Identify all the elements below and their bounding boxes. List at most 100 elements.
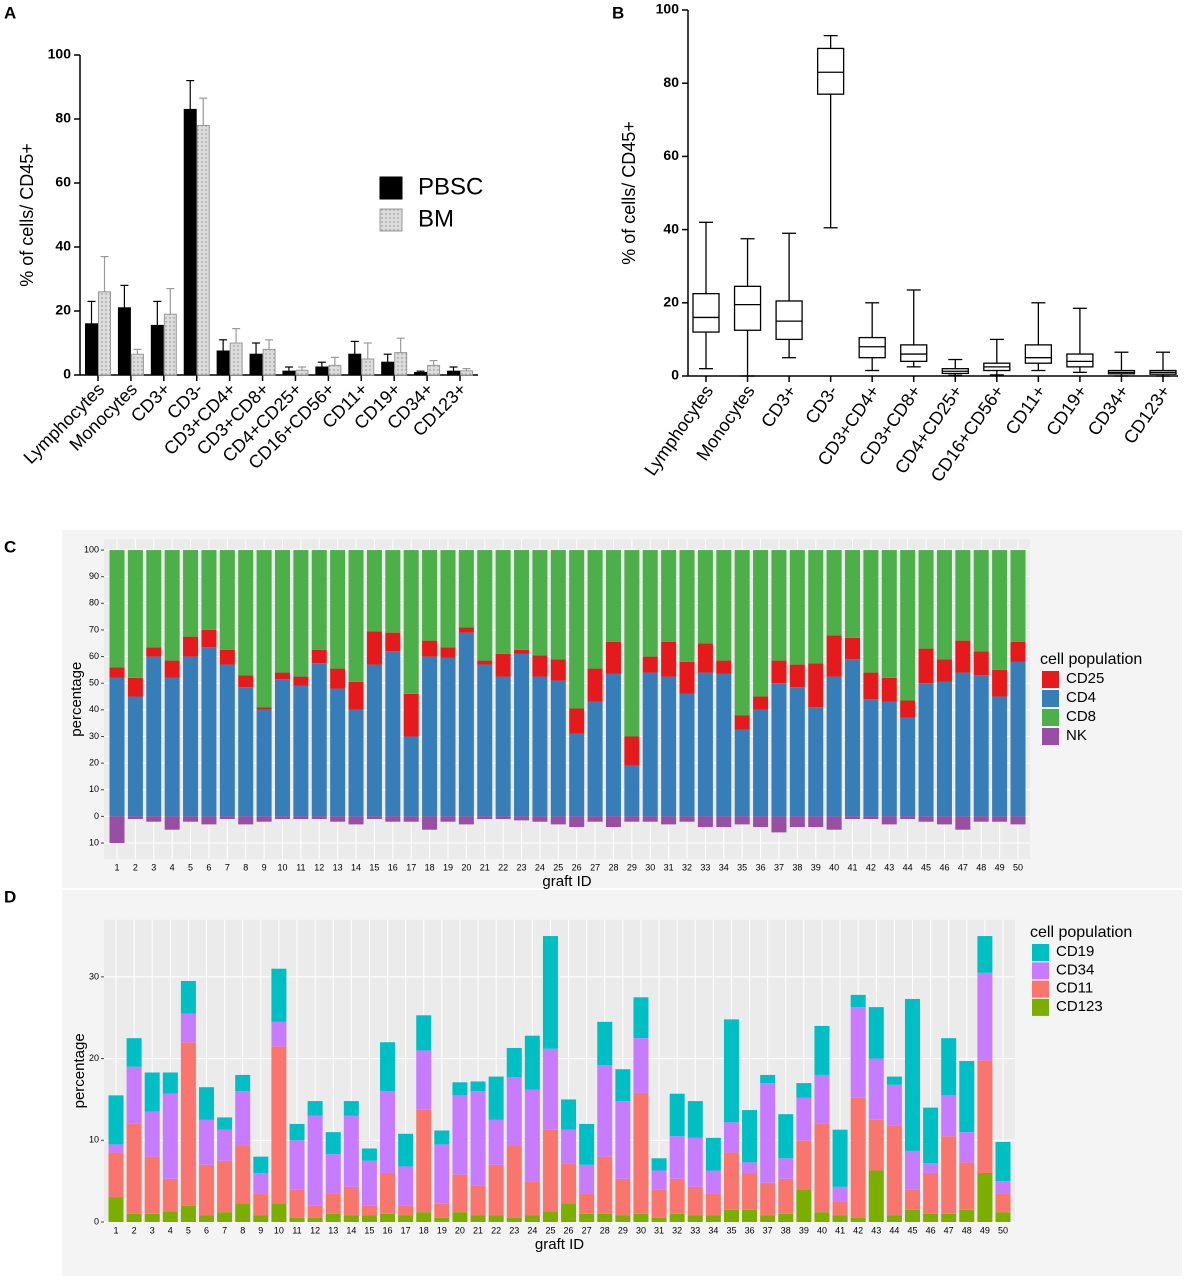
x-tick-label: 40 [829, 862, 839, 872]
bar-segment [881, 677, 897, 702]
y-tick-label: 60 [663, 147, 679, 163]
bar [282, 370, 296, 376]
bar-segment [796, 1140, 812, 1190]
bar-segment [385, 816, 401, 822]
bar-segment [959, 1132, 975, 1163]
x-tick-label: 40 [817, 1225, 827, 1235]
bar-segment [923, 1213, 939, 1222]
x-tick-label: 38 [792, 862, 802, 872]
bar-segment [109, 550, 125, 668]
y-tick-label: 20 [55, 302, 71, 318]
bar-segment [615, 1069, 631, 1102]
bar-segment [633, 1092, 649, 1214]
bar-segment [452, 1174, 468, 1213]
bar-segment [470, 1091, 486, 1186]
bar-segment [760, 1074, 776, 1084]
bar-segment [863, 816, 879, 820]
bar-segment [524, 1035, 540, 1090]
bar-segment [434, 1130, 450, 1145]
bar-segment [936, 659, 952, 682]
bar-segment [199, 1215, 215, 1222]
bar-segment [495, 816, 511, 820]
bar-segment [109, 667, 125, 678]
box [816, 47, 845, 95]
bar-segment [900, 550, 916, 701]
bar-segment [144, 1213, 160, 1222]
x-tick-label: 35 [737, 862, 747, 872]
bar-segment [524, 1215, 540, 1222]
bar-segment [760, 1083, 776, 1183]
bar-segment [992, 669, 1008, 697]
bar [414, 371, 428, 376]
bar-segment [734, 550, 750, 716]
bar-segment [108, 1197, 124, 1222]
bar [216, 350, 230, 376]
bar [394, 352, 408, 376]
bar-segment [366, 816, 382, 820]
bar-segment [348, 550, 364, 682]
bar-segment [973, 816, 989, 822]
bar-segment [164, 816, 180, 830]
bar-segment [941, 1136, 957, 1214]
bar-segment [398, 1215, 414, 1222]
x-tick-label: 22 [491, 1225, 501, 1235]
bar-segment [669, 1178, 685, 1214]
x-tick-label: 8 [243, 862, 248, 872]
bar-segment [597, 1213, 613, 1222]
bar-segment [561, 1099, 577, 1130]
bar-segment [936, 550, 952, 660]
bar-segment [126, 1213, 142, 1222]
bar-segment [238, 816, 254, 825]
bar-segment [403, 550, 419, 694]
bar-segment [289, 1217, 305, 1222]
bar-segment [814, 1123, 830, 1213]
bar-segment [488, 1076, 504, 1120]
bar-segment [162, 1178, 178, 1212]
bar-segment [995, 1141, 1011, 1182]
bar-segment [826, 816, 842, 830]
bar-segment [651, 1189, 667, 1218]
bar-segment [366, 550, 382, 632]
x-tick-label: 16 [383, 1225, 393, 1235]
bar-segment [470, 1081, 486, 1092]
bar-segment [904, 1189, 920, 1210]
bar-segment [661, 676, 677, 817]
bar-segment [900, 717, 916, 817]
bar-segment [977, 1060, 993, 1173]
bar-segment [679, 816, 695, 822]
y-tick-label: 50 [89, 678, 99, 688]
bar-segment [325, 1213, 341, 1222]
bar-segment [348, 816, 364, 825]
x-tick-label: 3 [150, 1225, 155, 1235]
x-tick-label: 18 [419, 1225, 429, 1235]
x-tick-label: 27 [582, 1225, 592, 1235]
y-tick-label: 20 [89, 1053, 99, 1063]
bar-segment [488, 1119, 504, 1165]
bar-segment [325, 1154, 341, 1194]
bar-segment [183, 656, 199, 817]
bar-segment [642, 550, 658, 657]
bar-segment [542, 936, 558, 1049]
x-tick-label: 42 [853, 1225, 863, 1235]
bar-segment [850, 994, 866, 1008]
bar-segment [127, 550, 143, 678]
bar-segment [434, 1144, 450, 1204]
bar-segment [845, 816, 861, 820]
bar-segment [778, 1158, 794, 1179]
bar-segment [144, 1111, 160, 1157]
bar-segment [144, 1072, 160, 1112]
x-tick-label: 17 [401, 1225, 411, 1235]
y-tick-label: 90 [89, 571, 99, 581]
bar [98, 291, 111, 376]
bar-segment [977, 972, 993, 1061]
y-tick-label: 80 [55, 110, 71, 126]
bar-segment [458, 816, 474, 825]
bar-segment [633, 997, 649, 1039]
x-tick-label: 1 [113, 1225, 118, 1235]
bar-segment [716, 550, 732, 661]
bar-segment [440, 816, 456, 822]
bar-segment [458, 550, 474, 628]
bar-segment [705, 1215, 721, 1222]
bar-segment [416, 1109, 432, 1213]
box [733, 285, 762, 331]
